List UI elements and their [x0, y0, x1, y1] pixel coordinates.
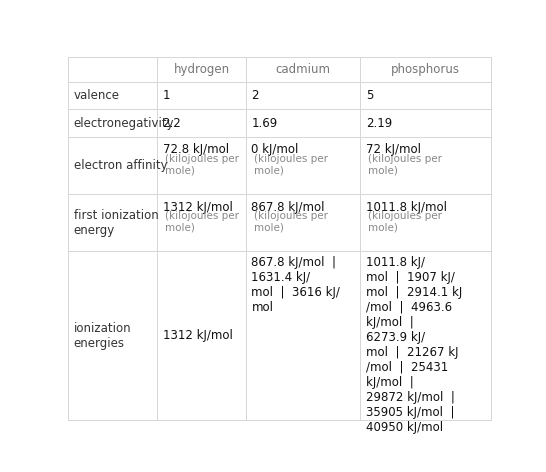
Text: phosphorus: phosphorus	[391, 63, 460, 76]
Bar	[360, 82, 491, 110]
Text: first ionization
energy: first ionization energy	[74, 209, 158, 236]
Text: 2.2: 2.2	[163, 117, 181, 130]
Bar	[360, 82, 491, 110]
Bar	[68, 137, 157, 194]
Bar	[157, 57, 246, 82]
Bar	[360, 110, 491, 137]
Bar	[360, 137, 491, 194]
Bar	[157, 194, 246, 251]
Bar	[246, 82, 360, 110]
Bar	[68, 194, 157, 251]
Bar	[360, 110, 491, 137]
Bar	[68, 137, 157, 194]
Bar	[246, 110, 360, 137]
Text: (kilojoules per
mole): (kilojoules per mole)	[253, 153, 328, 175]
Bar	[157, 110, 246, 137]
Bar	[157, 57, 246, 82]
Text: 2: 2	[252, 89, 259, 102]
Bar	[360, 137, 491, 194]
Bar	[157, 194, 246, 251]
Text: electronegativity: electronegativity	[74, 117, 174, 130]
Bar	[246, 194, 360, 251]
Bar	[360, 251, 491, 420]
Bar	[68, 57, 157, 82]
Text: 867.8 kJ/mol  |
1631.4 kJ/
mol  |  3616 kJ/
mol: 867.8 kJ/mol | 1631.4 kJ/ mol | 3616 kJ/…	[252, 256, 340, 314]
Text: (kilojoules per
mole): (kilojoules per mole)	[253, 211, 328, 232]
Text: 867.8 kJ/mol: 867.8 kJ/mol	[252, 201, 325, 213]
Bar	[246, 251, 360, 420]
Bar	[68, 251, 157, 420]
Bar	[157, 137, 246, 194]
Bar	[246, 57, 360, 82]
Text: (kilojoules per
mole): (kilojoules per mole)	[368, 211, 442, 232]
Bar	[68, 82, 157, 110]
Bar	[246, 82, 360, 110]
Text: cadmium: cadmium	[276, 63, 330, 76]
Text: (kilojoules per
mole): (kilojoules per mole)	[368, 153, 442, 175]
Text: (kilojoules per
mole): (kilojoules per mole)	[165, 153, 239, 175]
Bar	[157, 251, 246, 420]
Bar	[360, 57, 491, 82]
Bar	[68, 82, 157, 110]
Text: 2.19: 2.19	[366, 117, 392, 130]
Bar	[360, 194, 491, 251]
Text: 5: 5	[366, 89, 373, 102]
Bar	[246, 137, 360, 194]
Text: 72 kJ/mol: 72 kJ/mol	[366, 143, 421, 157]
Bar	[360, 57, 491, 82]
Bar	[157, 137, 246, 194]
Bar	[157, 82, 246, 110]
Bar	[157, 251, 246, 420]
Bar	[246, 194, 360, 251]
Bar	[68, 251, 157, 420]
Bar	[157, 82, 246, 110]
Bar	[68, 110, 157, 137]
Text: 72.8 kJ/mol: 72.8 kJ/mol	[163, 143, 229, 157]
Bar	[246, 251, 360, 420]
Text: 1312 kJ/mol: 1312 kJ/mol	[163, 329, 233, 342]
Text: ionization
energies: ionization energies	[74, 321, 132, 350]
Text: electron affinity: electron affinity	[74, 159, 168, 172]
Bar	[246, 137, 360, 194]
Bar	[68, 57, 157, 82]
Bar	[246, 57, 360, 82]
Text: 1011.8 kJ/mol: 1011.8 kJ/mol	[366, 201, 447, 213]
Bar	[68, 110, 157, 137]
Text: 1312 kJ/mol: 1312 kJ/mol	[163, 201, 233, 213]
Bar	[360, 251, 491, 420]
Text: 0 kJ/mol: 0 kJ/mol	[252, 143, 299, 157]
Text: hydrogen: hydrogen	[174, 63, 230, 76]
Bar	[246, 110, 360, 137]
Bar	[157, 110, 246, 137]
Text: (kilojoules per
mole): (kilojoules per mole)	[165, 211, 239, 232]
Text: 1011.8 kJ/
mol  |  1907 kJ/
mol  |  2914.1 kJ
/mol  |  4963.6
kJ/mol  |
6273.9 k: 1011.8 kJ/ mol | 1907 kJ/ mol | 2914.1 k…	[366, 256, 462, 434]
Bar	[68, 194, 157, 251]
Text: 1: 1	[163, 89, 170, 102]
Text: valence: valence	[74, 89, 120, 102]
Text: 1.69: 1.69	[252, 117, 278, 130]
Bar	[360, 194, 491, 251]
